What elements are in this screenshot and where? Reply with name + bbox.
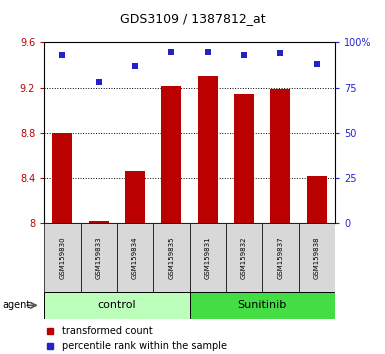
Text: Sunitinib: Sunitinib <box>238 300 287 310</box>
Bar <box>117 223 153 292</box>
Point <box>132 63 138 69</box>
Bar <box>190 292 335 319</box>
Text: agent: agent <box>2 300 30 310</box>
Text: GDS3109 / 1387812_at: GDS3109 / 1387812_at <box>120 12 265 25</box>
Text: GSM159837: GSM159837 <box>278 236 283 279</box>
Text: GSM159835: GSM159835 <box>169 236 174 279</box>
Bar <box>299 223 335 292</box>
Text: control: control <box>98 300 136 310</box>
Bar <box>234 95 254 223</box>
Bar <box>52 133 72 223</box>
Point <box>59 52 65 58</box>
Bar <box>80 223 117 292</box>
Bar <box>125 171 145 223</box>
Bar <box>226 223 262 292</box>
Point <box>96 79 102 85</box>
Text: GSM159838: GSM159838 <box>314 236 320 279</box>
Text: GSM159832: GSM159832 <box>241 236 247 279</box>
Point <box>314 61 320 67</box>
Text: GSM159831: GSM159831 <box>205 236 211 279</box>
Point <box>168 49 174 55</box>
Text: GSM159833: GSM159833 <box>96 236 102 279</box>
Bar <box>153 223 189 292</box>
Point <box>277 51 283 56</box>
Bar <box>262 223 299 292</box>
Bar <box>44 223 80 292</box>
Bar <box>198 76 218 223</box>
Text: GSM159830: GSM159830 <box>59 236 65 279</box>
Bar <box>89 221 109 223</box>
Bar <box>307 176 327 223</box>
Text: transformed count: transformed count <box>62 326 152 336</box>
Point <box>205 49 211 55</box>
Text: percentile rank within the sample: percentile rank within the sample <box>62 341 227 351</box>
Bar <box>44 292 190 319</box>
Bar <box>190 223 226 292</box>
Bar <box>161 86 181 223</box>
Bar <box>270 89 290 223</box>
Text: GSM159834: GSM159834 <box>132 236 138 279</box>
Point <box>241 52 247 58</box>
